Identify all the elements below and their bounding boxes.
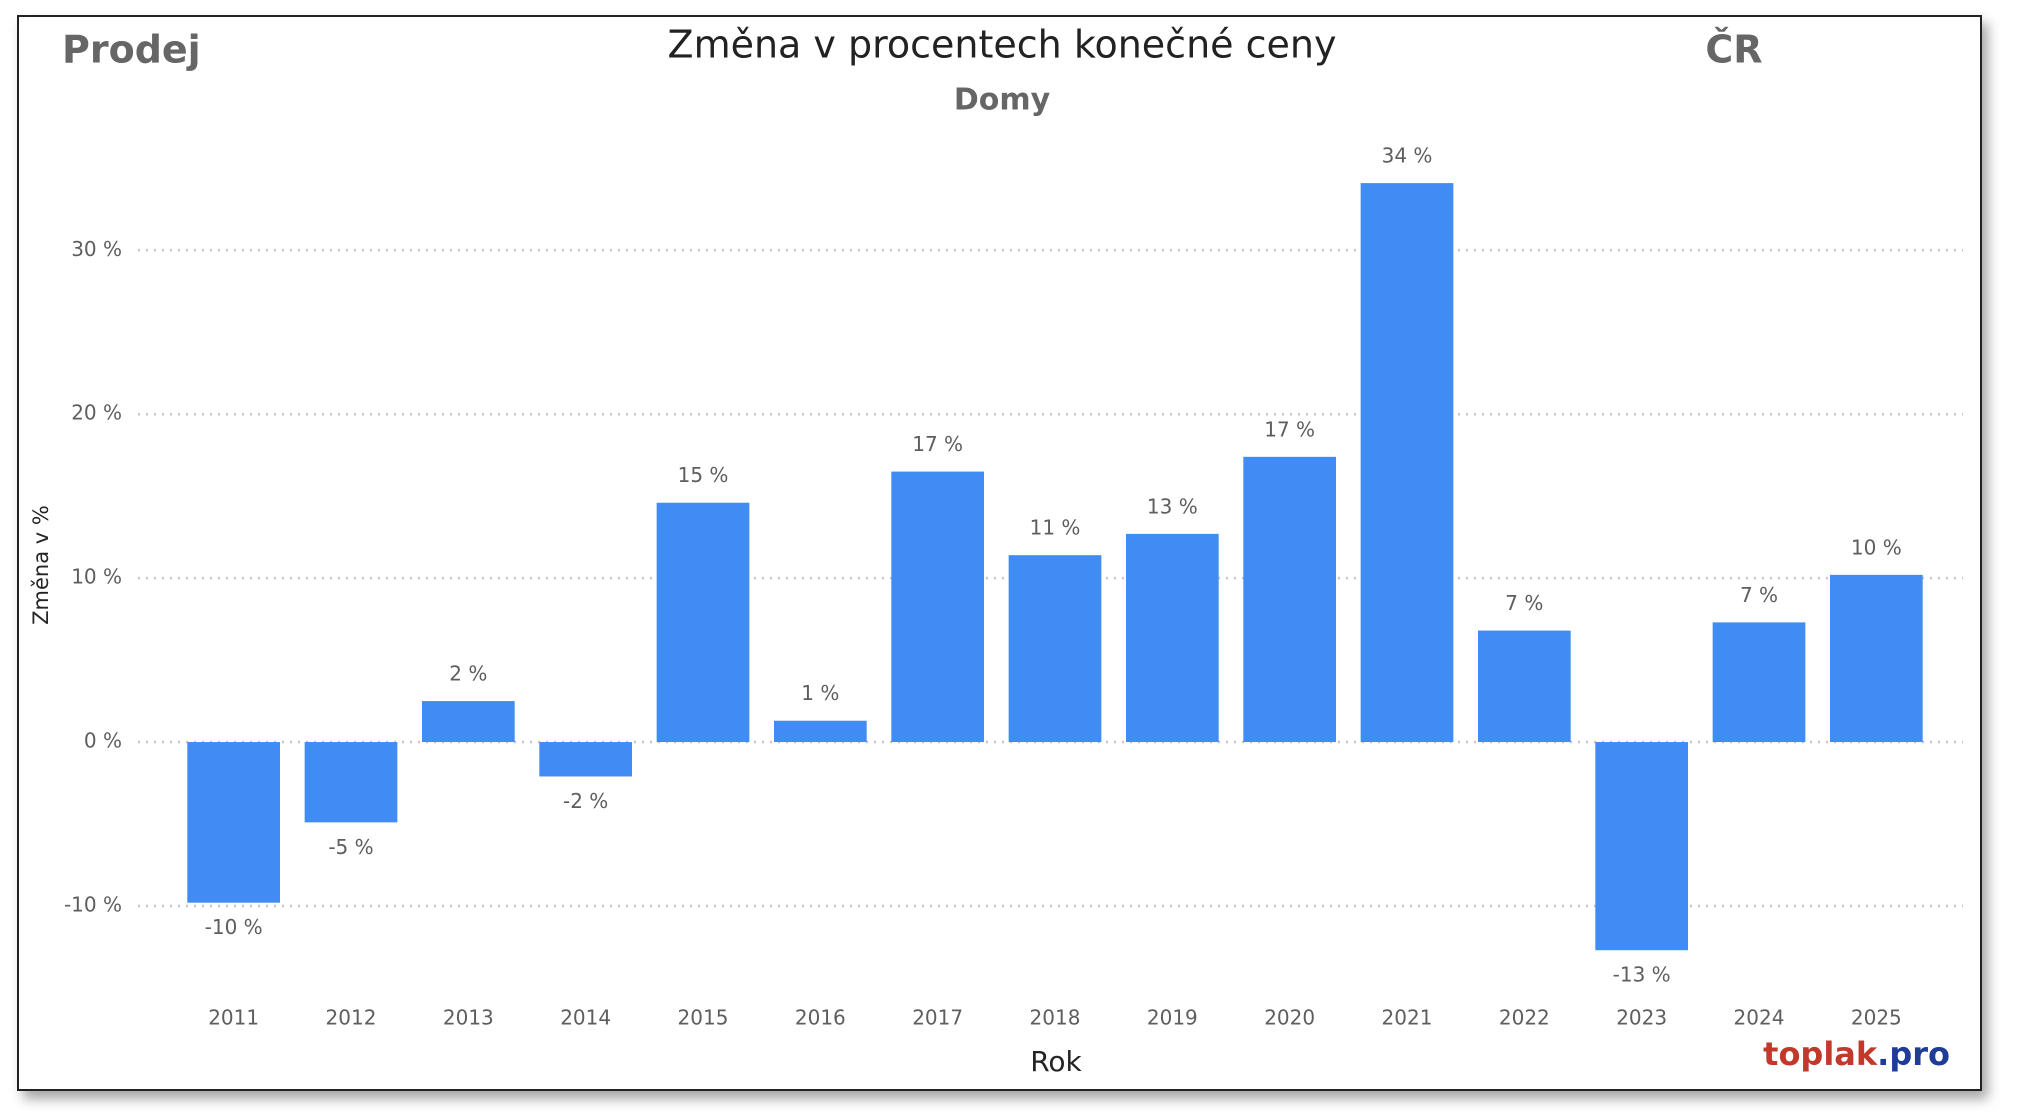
y-tick-label: -10 % <box>64 892 122 916</box>
x-tick-label: 2014 <box>560 1006 611 1030</box>
x-tick-label: 2018 <box>1030 1006 1081 1030</box>
x-tick-label: 2021 <box>1382 1006 1433 1030</box>
bar <box>1829 574 1923 743</box>
bar <box>539 742 633 777</box>
y-tick-label: 10 % <box>71 565 122 589</box>
y-tick-label: 30 % <box>71 237 122 261</box>
value-label: -5 % <box>328 835 373 859</box>
x-tick-label: 2011 <box>208 1006 259 1030</box>
x-tick-label: 2022 <box>1499 1006 1550 1030</box>
value-label: -10 % <box>205 915 263 939</box>
bar <box>773 720 867 743</box>
value-label: 7 % <box>1740 583 1778 607</box>
bar <box>891 471 985 743</box>
value-label: 1 % <box>801 681 839 705</box>
y-axis-label: Změna v % <box>29 505 53 625</box>
x-tick-label: 2015 <box>678 1006 729 1030</box>
x-tick-label: 2013 <box>443 1006 494 1030</box>
value-label: 17 % <box>1264 417 1315 441</box>
value-label: -13 % <box>1613 963 1671 987</box>
value-label: 15 % <box>678 463 729 487</box>
value-label: 34 % <box>1382 144 1433 168</box>
bar <box>1595 742 1689 951</box>
bar <box>1712 622 1806 743</box>
x-axis-label: Rok <box>1030 1045 1082 1078</box>
x-tick-label: 2016 <box>795 1006 846 1030</box>
y-tick-label: 20 % <box>71 401 122 425</box>
bar <box>1360 183 1454 743</box>
value-label: 7 % <box>1505 591 1543 615</box>
x-tick-label: 2019 <box>1147 1006 1198 1030</box>
value-label: 11 % <box>1030 516 1081 540</box>
x-tick-label: 2020 <box>1264 1006 1315 1030</box>
bar <box>187 742 281 903</box>
bar <box>304 742 398 823</box>
corner-left: Prodej <box>62 28 201 72</box>
y-tick-label: 0 % <box>84 729 122 753</box>
x-tick-label: 2017 <box>912 1006 963 1030</box>
bar <box>1125 533 1219 743</box>
corner-right: ČR <box>1705 28 1762 72</box>
bar <box>1243 456 1337 743</box>
watermark-suffix: .pro <box>1877 1035 1950 1073</box>
value-label: -2 % <box>563 789 608 813</box>
watermark: toplak.pro <box>1763 1035 1950 1073</box>
value-label: 13 % <box>1147 494 1198 518</box>
x-tick-label: 2012 <box>326 1006 377 1030</box>
bar <box>1477 630 1571 743</box>
watermark-brand: toplak <box>1763 1035 1878 1073</box>
chart-subtitle: Domy <box>954 83 1051 118</box>
value-label: 10 % <box>1851 535 1902 559</box>
bar <box>421 701 515 743</box>
chart-title: Změna v procentech konečné ceny <box>668 23 1337 67</box>
value-label: 17 % <box>912 432 963 456</box>
bar <box>1008 555 1102 743</box>
x-tick-label: 2025 <box>1851 1006 1902 1030</box>
x-tick-label: 2024 <box>1734 1006 1785 1030</box>
x-tick-label: 2023 <box>1616 1006 1667 1030</box>
value-label: 2 % <box>449 662 487 686</box>
bar <box>656 502 750 743</box>
